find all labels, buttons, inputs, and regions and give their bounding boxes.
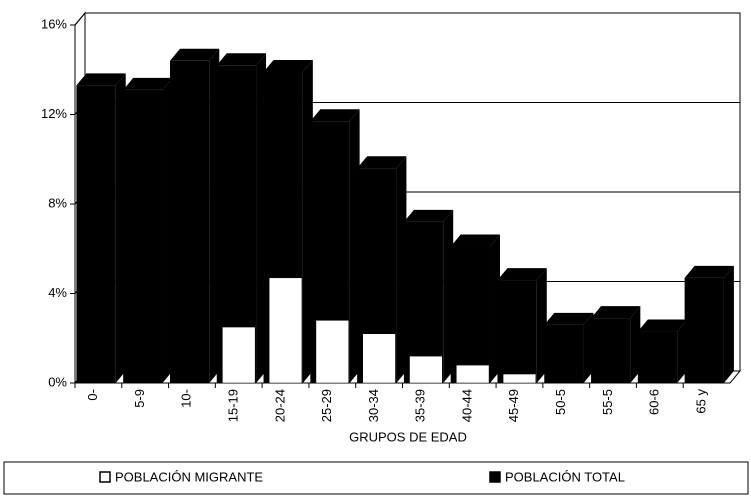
bar-side xyxy=(723,265,734,383)
bar xyxy=(456,364,490,384)
x-tick-label: 10- xyxy=(179,389,194,408)
bar xyxy=(684,277,724,383)
bar xyxy=(268,277,303,384)
x-axis-title: GRUPOS DE EDAD xyxy=(349,429,467,444)
bar xyxy=(315,320,349,384)
bar-top xyxy=(684,265,734,278)
bar xyxy=(544,324,584,383)
x-tick-label: 5-9 xyxy=(132,389,147,408)
x-tick-label: 45-49 xyxy=(506,389,521,422)
x-tick-label: 35-39 xyxy=(413,389,428,422)
legend-swatch xyxy=(99,471,111,483)
legend-box xyxy=(3,461,749,495)
y-tick-label: 8% xyxy=(48,195,67,210)
bar-top xyxy=(637,319,688,332)
bar xyxy=(123,89,163,383)
x-tick-label: 55-5 xyxy=(600,389,615,415)
legend-label: POBLACIÓN TOTAL xyxy=(505,469,625,484)
bar-top xyxy=(76,73,126,86)
bar xyxy=(450,246,490,383)
bar-top xyxy=(169,48,220,61)
x-tick-label: 60-6 xyxy=(647,389,662,415)
x-tick-label: 30-34 xyxy=(366,389,381,422)
bar-top xyxy=(591,306,641,319)
bar xyxy=(637,331,678,383)
bar xyxy=(76,85,116,383)
bar-top xyxy=(123,77,173,90)
bar-top xyxy=(357,156,407,169)
bar xyxy=(409,355,443,384)
bar xyxy=(497,280,537,383)
bar-top xyxy=(544,312,594,325)
legend-label: POBLACIÓN MIGRANTE xyxy=(115,469,263,484)
x-tick-label: 40-44 xyxy=(459,389,474,422)
bar-top xyxy=(450,234,500,247)
y-tick-label: 12% xyxy=(41,106,67,121)
bar-top xyxy=(497,268,547,281)
y-tick-label: 16% xyxy=(41,16,67,31)
bar-top xyxy=(216,53,267,66)
bar xyxy=(362,333,396,384)
x-tick-label: 25-29 xyxy=(319,389,334,422)
bar xyxy=(222,326,256,384)
y-tick-label: 4% xyxy=(48,285,67,300)
bar-top xyxy=(403,209,454,222)
x-tick-label: 50-5 xyxy=(553,389,568,415)
bar-top xyxy=(310,109,360,122)
bar xyxy=(502,373,537,384)
x-tick-label: 0- xyxy=(85,389,100,401)
x-tick-label: 20-24 xyxy=(272,389,287,422)
bar xyxy=(169,60,210,384)
y-tick-label: 0% xyxy=(48,374,67,389)
legend-swatch xyxy=(489,471,501,483)
x-tick-label: 65 y xyxy=(693,389,708,414)
bar xyxy=(591,318,631,383)
x-tick-label: 15-19 xyxy=(226,389,241,422)
bar-top xyxy=(263,59,313,72)
grid-line xyxy=(74,12,740,26)
